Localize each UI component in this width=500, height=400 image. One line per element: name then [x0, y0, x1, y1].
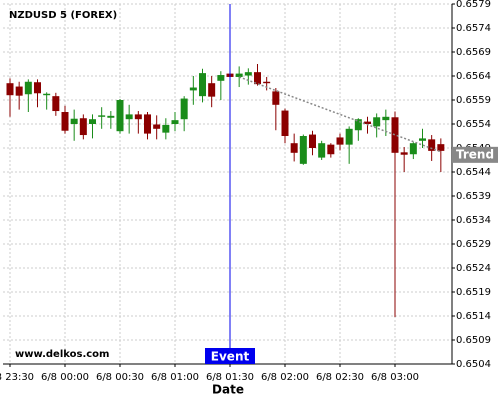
- candle-body: [382, 116, 390, 121]
- candle-body: [153, 124, 161, 129]
- y-tick-label: 0.6554: [456, 119, 491, 130]
- candle-body: [116, 100, 124, 132]
- candle-body: [244, 72, 252, 76]
- x-tick-label: 6/8 01:00: [151, 372, 199, 383]
- candle-body: [437, 144, 445, 151]
- x-tick-label: 6/8 23:30: [0, 372, 34, 383]
- candle-body: [43, 93, 51, 96]
- candle-body: [345, 128, 353, 145]
- y-tick-label: 0.6559: [456, 95, 491, 106]
- y-tick-label: 0.6524: [456, 263, 491, 274]
- x-tick-label: 6/8 02:00: [261, 372, 309, 383]
- candle-body: [189, 87, 197, 91]
- candle-body: [180, 98, 188, 120]
- watermark: www.delkos.com: [15, 349, 109, 360]
- candle-body: [327, 144, 335, 155]
- y-tick-label: 0.6579: [456, 0, 491, 10]
- candle-body: [364, 121, 371, 124]
- y-tick-label: 0.6529: [456, 239, 491, 250]
- candle-body: [272, 91, 280, 105]
- y-tick-label: 0.6539: [456, 191, 491, 202]
- x-tick-label: 6/8 03:00: [371, 372, 419, 383]
- y-tick-label: 0.6569: [456, 47, 491, 58]
- x-tick-label: 6/8 00:00: [41, 372, 89, 383]
- candle-body: [409, 143, 417, 155]
- candle-body: [373, 117, 381, 127]
- event-label-box: [205, 348, 255, 364]
- candle-body: [199, 73, 206, 97]
- trend-label: Trend: [456, 147, 494, 161]
- y-tick-label: 0.6534: [456, 215, 491, 226]
- candle-body: [125, 114, 133, 120]
- candle-body: [428, 139, 436, 151]
- candle-body: [52, 96, 60, 112]
- candle-body: [419, 138, 426, 141]
- candle-body: [162, 124, 170, 133]
- candle-body: [24, 81, 32, 95]
- candle-body: [290, 143, 298, 153]
- candle-body: [98, 115, 106, 117]
- candle-body: [15, 86, 23, 96]
- y-tick-label: 0.6574: [456, 23, 491, 34]
- candle-body: [309, 134, 316, 148]
- candle-body: [70, 118, 78, 124]
- trend-label-box: [452, 146, 498, 163]
- candle-body: [6, 83, 14, 96]
- candle-body: [235, 73, 243, 77]
- y-tick-label: 0.6564: [456, 71, 491, 82]
- candle-body: [254, 72, 261, 85]
- candle-body: [281, 110, 289, 136]
- candle-body: [34, 82, 41, 94]
- candle-body: [336, 137, 344, 145]
- plot-layer: [3, 3, 452, 365]
- candle-body: [318, 143, 326, 158]
- x-axis-label: Date: [212, 383, 244, 397]
- candle-body: [171, 120, 179, 124]
- candle-body: [217, 75, 225, 81]
- x-tick-label: 6/8 01:30: [206, 372, 254, 383]
- event-label: Event: [211, 350, 250, 364]
- candle-body: [89, 119, 96, 124]
- y-tick-label: 0.6509: [456, 335, 491, 346]
- x-tick-label: 6/8 02:30: [316, 372, 364, 383]
- candle-body: [208, 83, 216, 97]
- candle-body: [354, 119, 362, 131]
- candle-body: [263, 81, 271, 84]
- candle-body: [400, 152, 408, 155]
- y-tick-label: 0.6519: [456, 287, 491, 298]
- x-tick-label: 6/8 00:30: [96, 372, 144, 383]
- chart-title: NZDUSD 5 (FOREX): [9, 10, 117, 21]
- y-tick-label: 0.6544: [456, 167, 491, 178]
- candle-body: [61, 112, 69, 131]
- candle-body: [107, 115, 115, 118]
- candle-body: [391, 117, 399, 153]
- candle-body: [144, 114, 151, 134]
- candle-body: [79, 118, 87, 136]
- y-tick-label: 0.6514: [456, 311, 491, 322]
- candle-body: [134, 114, 142, 120]
- candle-body: [299, 136, 307, 164]
- y-tick-label: 0.6504: [456, 359, 491, 370]
